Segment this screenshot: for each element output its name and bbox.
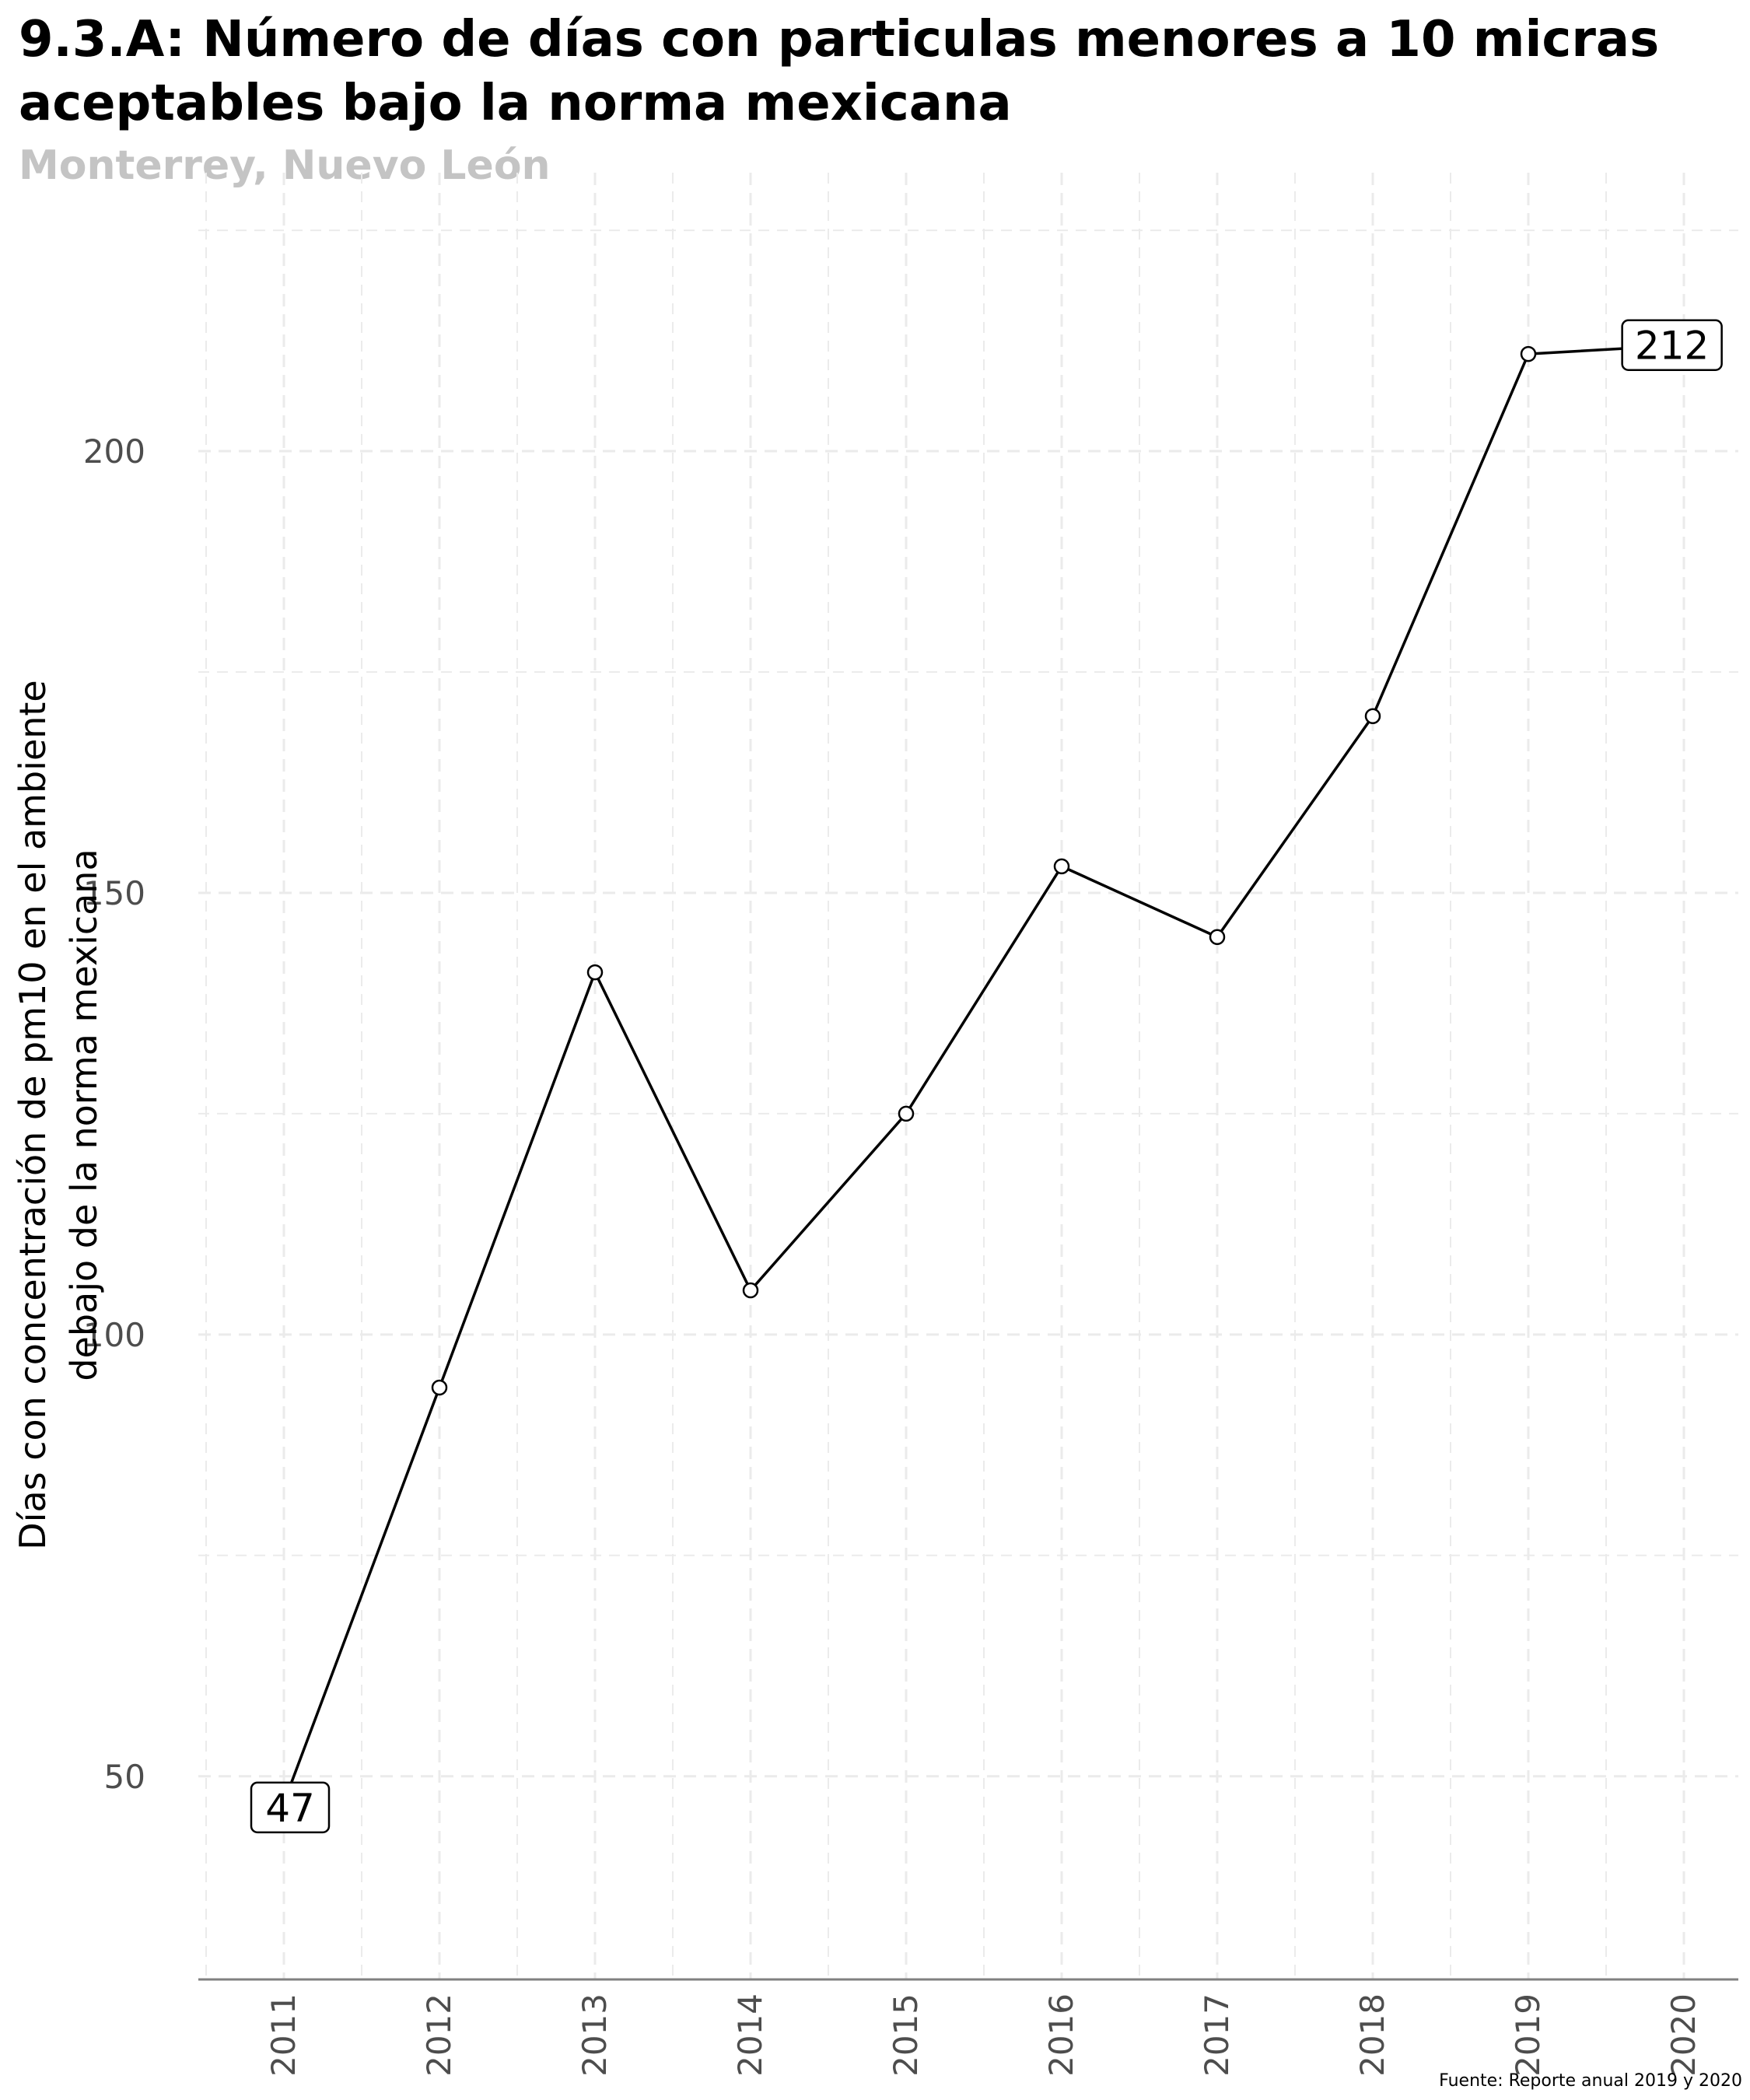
x-tick-label: 2015 [887,1993,925,2077]
x-tick-label: 2017 [1198,1993,1236,2077]
axes: 50 100 150 200 2011 2012 2013 2014 2015 2016 2017 2… [12,432,1738,2077]
chart-title: 9.3.A: Número de días con particulas men… [19,11,1660,132]
data-point [1053,858,1070,875]
data-labels: 47 212 [250,319,1723,1834]
x-tick-label: 2011 [264,1993,303,2077]
y-tick-label: 100 [83,1316,145,1354]
end-label-box [1621,319,1723,371]
series [282,343,1685,1804]
x-tick-label: 2018 [1353,1993,1391,2077]
data-point [586,964,604,981]
series-line [282,343,1685,1804]
data-point [1364,708,1381,725]
y-tick-label: 200 [83,432,145,471]
data-point [742,1282,759,1299]
x-tick-label: 2019 [1509,1993,1547,2077]
y-axis-title: Días con concentración de pm10 en el amb… [12,680,54,1550]
x-tick-label: 2013 [576,1993,614,2077]
y-tick-label: 50 [104,1758,145,1796]
end-label-text: 212 [1635,324,1709,369]
x-tick-label: 2012 [420,1993,458,2077]
data-point [898,1105,915,1122]
y-tick-label: 150 [83,874,145,912]
y-axis-title: debajo de la norma mexicana [63,849,105,1381]
x-tick-label: 2014 [731,1993,769,2077]
source-caption: Fuente: Reporte anual 2019 y 2020 [1439,2071,1742,2091]
data-point [1209,929,1226,945]
end-label-box [250,1781,331,1834]
data-point [1520,345,1537,362]
end-label-text: 47 [265,1786,315,1831]
x-tick-label: 2020 [1664,1993,1703,2077]
x-tick-label: 2016 [1042,1993,1080,2077]
data-point [431,1379,448,1396]
grid [198,173,1738,1979]
